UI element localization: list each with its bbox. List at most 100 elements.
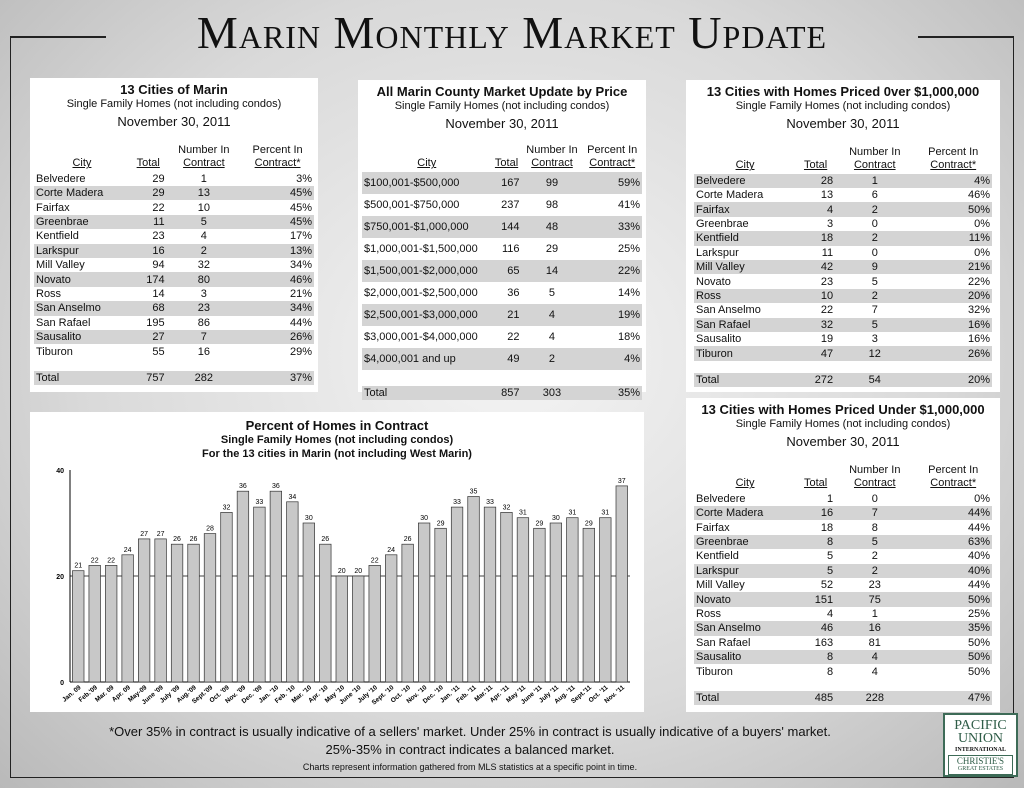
cell-city: Fairfax xyxy=(694,202,797,217)
total-count: 757 xyxy=(129,370,167,385)
cell-number-in-contract: 29 xyxy=(545,242,559,255)
table-row: Greenbrae 3 0 0% xyxy=(694,217,992,231)
col-label: City xyxy=(417,157,437,170)
data-label: 20 xyxy=(354,568,362,575)
table-row: Ross 10 2 20% xyxy=(694,288,992,304)
table-row: $1,500,001-$2,000,000 65 14 22% xyxy=(362,259,642,282)
data-label: 26 xyxy=(321,536,329,543)
cell-percent: 63% xyxy=(914,534,992,550)
data-table: City Total Number In Contract Percent In Cont… xyxy=(694,464,992,705)
table-header: 13 Cities with Homes Priced Under $1,000… xyxy=(694,402,992,450)
data-label: 30 xyxy=(305,515,313,522)
bar xyxy=(121,554,134,683)
col-label: Number In xyxy=(526,144,578,157)
bar xyxy=(500,512,513,683)
cell-city: Corte Madera xyxy=(696,189,764,202)
data-label: 37 xyxy=(618,478,626,485)
cell-number-in-contract: 5 xyxy=(835,534,915,550)
table-header-row: City Total Number In Contract Percent In Cont… xyxy=(34,144,314,171)
data-label: 32 xyxy=(503,504,511,511)
cell-city: $2,500,001-$3,000,000 xyxy=(362,303,492,326)
cell-total: 11 xyxy=(129,214,167,230)
cell-city: Greenbrae xyxy=(34,214,130,230)
cell-total: 1 xyxy=(827,492,834,505)
cell-total: 28 xyxy=(796,173,836,189)
data-label: 30 xyxy=(552,515,560,522)
table-row: Fairfax 4 2 50% xyxy=(694,202,992,217)
table-header-row: City Total Number In Contract Percent In Cont… xyxy=(694,146,992,173)
spacer-row xyxy=(694,361,992,373)
table-row: $2,500,001-$3,000,000 21 4 19% xyxy=(362,303,642,326)
total-percent: 37% xyxy=(241,370,314,385)
bar xyxy=(236,490,250,683)
bar xyxy=(335,575,348,683)
bar xyxy=(582,527,595,683)
total-label: Total xyxy=(694,372,797,387)
bar xyxy=(418,522,431,683)
cell-number-in-contract: 23 xyxy=(166,301,242,316)
cell-total: 8 xyxy=(796,534,836,550)
bar xyxy=(269,490,282,683)
data-label: 24 xyxy=(124,547,132,554)
table-row: $100,001-$500,000 167 99 59% xyxy=(362,171,642,194)
cell-total: 68 xyxy=(129,301,167,316)
cell-total: 8 xyxy=(796,649,836,665)
total-percent: 20% xyxy=(914,372,992,387)
col-label: City xyxy=(735,159,755,172)
cell-number-in-contract: 8 xyxy=(871,521,878,534)
cell-city: Larkspur xyxy=(34,243,130,258)
table-row: $750,001-$1,000,000 144 48 33% xyxy=(362,215,642,238)
cell-city: Greenbrae xyxy=(696,217,749,230)
title-rule-right xyxy=(918,36,1014,38)
table-row: San Rafael 163 81 50% xyxy=(694,636,992,650)
cell-percent: 46% xyxy=(967,189,990,202)
col-label: Percent In xyxy=(928,146,979,159)
cell-percent: 44% xyxy=(967,579,990,592)
cell-percent: 16% xyxy=(967,333,990,346)
col-city: City xyxy=(694,464,796,491)
table-row: Belvedere 29 1 3% xyxy=(34,172,314,186)
cell-total: 4 xyxy=(796,202,836,217)
cell-number-in-contract: 81 xyxy=(868,636,881,649)
footer-note-1: *Over 35% in contract is usually indicat… xyxy=(109,724,831,739)
col-label: Total xyxy=(136,157,160,170)
col-label: Total xyxy=(803,159,828,172)
chart-subtitle-2: For the 13 cities in Marin (not includin… xyxy=(202,448,472,460)
table-title: 13 Cities with Homes Priced 0ver $1,000,… xyxy=(706,84,980,99)
total-label: Total xyxy=(694,690,797,705)
data-label: 26 xyxy=(404,536,412,543)
table-header-row: City Total Number In Contract Percent In Cont… xyxy=(362,144,642,171)
table-panel-cities: 13 Cities of Marin Single Family Homes (n… xyxy=(30,78,318,392)
table-date: November 30, 2011 xyxy=(786,116,900,131)
cell-city: Tiburon xyxy=(696,665,733,678)
title-rule-left xyxy=(10,36,106,38)
data-table: City Total Number In Contract Percent In Cont… xyxy=(34,144,314,385)
col-label: Number In xyxy=(849,146,901,159)
cell-number-in-contract: 2 xyxy=(835,563,915,578)
data-label: 36 xyxy=(239,483,247,490)
table-row: San Anselmo 22 7 32% xyxy=(694,303,992,317)
cell-number-in-contract: 80 xyxy=(166,272,242,287)
cell-city: $4,000,001 and up xyxy=(362,347,492,370)
cell-percent: 50% xyxy=(914,649,992,665)
table-row: San Anselmo 46 16 35% xyxy=(694,621,992,636)
col-number-in-contract: Number In Contract xyxy=(167,144,242,171)
table-date: November 30, 2011 xyxy=(117,114,231,129)
data-label: 29 xyxy=(437,520,445,527)
data-label: 27 xyxy=(140,531,148,538)
cell-number-in-contract: 0 xyxy=(871,217,878,230)
data-label: 22 xyxy=(91,557,99,564)
cell-percent: 13% xyxy=(241,243,314,258)
cell-number-in-contract: 2 xyxy=(166,243,242,258)
table-row: Corte Madera 16 7 44% xyxy=(694,506,992,521)
page-title: Marin Monthly Market Update xyxy=(196,7,828,58)
cell-total: 46 xyxy=(796,621,836,636)
table-subtitle: Single Family Homes (not including condo… xyxy=(735,418,951,431)
cell-city: San Anselmo xyxy=(34,301,130,316)
table-row: Sausalito 19 3 16% xyxy=(694,332,992,346)
cell-total: 8 xyxy=(827,665,834,678)
cell-total: 144 xyxy=(491,215,522,238)
table-row: Mill Valley 94 32 34% xyxy=(34,258,314,272)
cell-city: Sausalito xyxy=(694,649,797,665)
total-row: Total 857 303 35% xyxy=(362,385,642,400)
